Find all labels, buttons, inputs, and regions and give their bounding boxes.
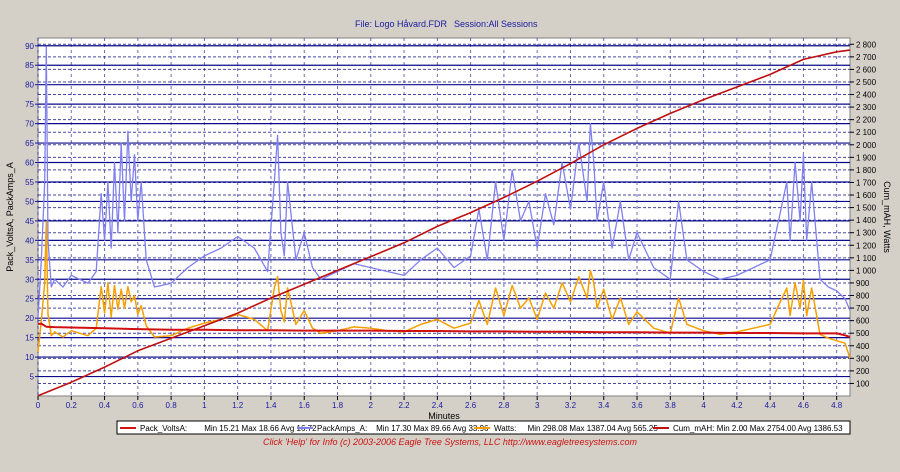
y-right-tick-label-4: 500 [856,329,870,338]
y-right-tick-label-10: 1 100 [856,254,877,263]
x-tick-label-11: 2.2 [399,401,411,410]
legend-series-name-2: Watts: [494,424,516,433]
y-left-tick-label-8: 45 [25,217,34,226]
x-tick-label-6: 1.2 [232,401,244,410]
x-tick-label-14: 2.8 [498,401,510,410]
x-tick-label-16: 3.2 [565,401,577,410]
x-tick-label-9: 1.8 [332,401,344,410]
legend-series-name-3: Cum_mAH: [673,424,714,433]
y-right-tick-label-11: 1 200 [856,241,877,250]
y-right-tick-label-6: 700 [856,304,870,313]
legend-series-name-0: Pack_VoltsA: [140,424,187,433]
y-axis-left-label: Pack_VoltsA, PackAmps_A [5,162,15,272]
x-tick-label-2: 0.4 [99,401,111,410]
x-tick-label-3: 0.6 [132,401,144,410]
x-tick-label-12: 2.4 [432,401,444,410]
chart-title-session: Session:All Sessions [454,19,538,29]
y-right-tick-label-17: 1 800 [856,166,877,175]
series-line-cum-mah [37,49,851,397]
x-tick-label-7: 1.4 [265,401,277,410]
y-left-tick-label-0: 5 [30,373,35,382]
x-tick-label-0: 0 [36,401,41,410]
y-right-tick-label-23: 2 400 [856,91,877,100]
x-tick-label-17: 3.4 [598,401,610,410]
y-right-tick-label-7: 800 [856,292,870,301]
y-axis-right-label: Cum_mAH, Watts [882,181,892,253]
y-left-tick-label-5: 30 [25,275,34,284]
y-right-tick-label-26: 2 700 [856,53,877,62]
y-right-tick-label-2: 300 [856,354,870,363]
y-right-tick-label-27: 2 800 [856,40,877,49]
y-right-tick-label-1: 200 [856,367,870,376]
y-right-tick-label-19: 2 000 [856,141,877,150]
y-right-tick-label-15: 1 600 [856,191,877,200]
y-right-tick-label-14: 1 500 [856,204,877,213]
y-right-tick-label-5: 600 [856,317,870,326]
x-tick-label-19: 3.8 [665,401,677,410]
x-tick-label-20: 4 [701,401,706,410]
plot-area [37,37,851,397]
y-left-tick-label-16: 85 [25,61,34,70]
x-tick-label-21: 4.2 [731,401,743,410]
y-left-tick-label-3: 20 [25,314,34,323]
y-left-tick-label-1: 10 [25,353,34,362]
y-right-tick-label-25: 2 600 [856,65,877,74]
x-tick-label-4: 0.8 [166,401,178,410]
y-left-tick-label-6: 35 [25,256,34,265]
legend-series-stats-1: Min 17.30 Max 89.66 Avg 33.96 [376,424,489,433]
x-tick-label-10: 2 [369,401,374,410]
y-left-tick-label-10: 55 [25,178,34,187]
x-tick-label-1: 0.2 [66,401,78,410]
x-axis-label: Minutes [428,411,460,421]
y-right-tick-label-16: 1 700 [856,178,877,187]
series-line-watts [37,221,851,359]
y-left-tick-label-11: 60 [25,159,34,168]
x-tick-label-24: 4.8 [831,401,843,410]
footer-credit: Click 'Help' for Info (c) 2003-2006 Eagl… [263,437,637,447]
series-line-packamps-a [37,46,851,319]
grid-layer [37,38,850,396]
y-right-tick-label-8: 900 [856,279,870,288]
y-left-tick-label-2: 15 [25,334,34,343]
y-left-tick-label-14: 75 [25,100,34,109]
series-line-pack-voltsa [37,322,851,338]
legend-series-stats-3: Min 2.00 Max 2754.00 Avg 1386.53 [717,424,843,433]
y-left-tick-label-7: 40 [25,236,34,245]
x-tick-label-22: 4.4 [765,401,777,410]
y-left-tick-label-15: 80 [25,81,34,90]
y-right-tick-label-22: 2 300 [856,103,877,112]
y-left-tick-label-4: 25 [25,295,34,304]
x-tick-label-8: 1.6 [299,401,311,410]
x-tick-label-13: 2.6 [465,401,477,410]
x-tick-label-23: 4.6 [798,401,810,410]
y-right-tick-label-18: 1 900 [856,153,877,162]
legend-series-stats-2: Min 298.08 Max 1387.04 Avg 565.25 [528,424,659,433]
legend-series-stats-0: Min 15.21 Max 18.66 Avg 16.72 [204,424,317,433]
y-left-tick-label-9: 50 [25,197,34,206]
x-tick-label-5: 1 [202,401,207,410]
y-right-tick-label-0: 100 [856,379,870,388]
y-right-tick-label-12: 1 300 [856,229,877,238]
y-right-tick-label-24: 2 500 [856,78,877,87]
y-left-tick-label-17: 90 [25,42,34,51]
legend: Pack_VoltsA: Min 15.21 Max 18.66 Avg 16.7… [116,420,851,435]
x-tick-label-18: 3.6 [631,401,643,410]
y-left-tick-label-12: 65 [25,139,34,148]
series-layer [37,46,851,397]
y-left-tick-label-13: 70 [25,120,34,129]
y-right-tick-label-9: 1 000 [856,266,877,275]
y-right-tick-label-3: 400 [856,342,870,351]
y-right-tick-label-20: 2 100 [856,128,877,137]
legend-series-name-1: PackAmps_A: [317,424,367,433]
y-right-tick-label-21: 2 200 [856,116,877,125]
x-tick-label-15: 3 [535,401,540,410]
y-right-tick-label-13: 1 400 [856,216,877,225]
chart-title-file: File: Logo Håvard.FDR [355,19,448,29]
